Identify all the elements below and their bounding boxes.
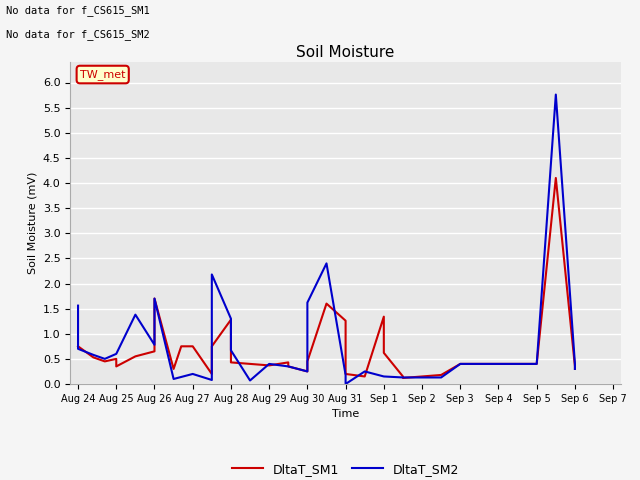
DltaT_SM1	[227, 317, 235, 323]
DltaT_SM2	[380, 373, 388, 379]
Line: DltaT_SM2: DltaT_SM2	[78, 95, 575, 384]
Legend: DltaT_SM1, DltaT_SM2: DltaT_SM1, DltaT_SM2	[227, 457, 465, 480]
DltaT_SM1	[150, 296, 158, 301]
DltaT_SM2	[418, 374, 426, 380]
DltaT_SM1	[208, 371, 216, 377]
DltaT_SM1	[101, 359, 109, 364]
DltaT_SM2	[342, 372, 349, 378]
DltaT_SM2	[74, 303, 82, 309]
DltaT_SM2	[571, 361, 579, 367]
DltaT_SM2	[170, 376, 177, 382]
DltaT_SM2	[533, 361, 541, 367]
DltaT_SM1	[399, 375, 407, 381]
DltaT_SM1	[284, 360, 292, 365]
Line: DltaT_SM1: DltaT_SM1	[78, 178, 575, 378]
DltaT_SM2	[552, 92, 559, 97]
Y-axis label: Soil Moisture (mV): Soil Moisture (mV)	[28, 172, 37, 275]
DltaT_SM2	[342, 381, 349, 387]
DltaT_SM1	[571, 366, 579, 372]
DltaT_SM1	[418, 373, 426, 379]
DltaT_SM2	[437, 374, 445, 380]
DltaT_SM1	[303, 359, 311, 364]
X-axis label: Time: Time	[332, 409, 359, 419]
DltaT_SM1	[74, 343, 82, 349]
Text: No data for f_CS615_SM2: No data for f_CS615_SM2	[6, 29, 150, 40]
DltaT_SM1	[361, 373, 369, 379]
DltaT_SM1	[113, 356, 120, 362]
DltaT_SM2	[101, 356, 109, 362]
DltaT_SM2	[150, 342, 158, 348]
DltaT_SM2	[74, 346, 82, 352]
DltaT_SM1	[399, 373, 407, 379]
DltaT_SM1	[303, 369, 311, 374]
DltaT_SM1	[533, 361, 541, 367]
DltaT_SM1	[150, 348, 158, 354]
DltaT_SM2	[113, 351, 120, 357]
DltaT_SM2	[266, 361, 273, 367]
DltaT_SM1	[284, 363, 292, 369]
DltaT_SM2	[495, 361, 502, 367]
DltaT_SM2	[208, 377, 216, 383]
DltaT_SM1	[476, 361, 483, 367]
DltaT_SM1	[246, 361, 254, 367]
DltaT_SM1	[266, 362, 273, 368]
DltaT_SM1	[342, 371, 349, 377]
DltaT_SM2	[361, 369, 369, 374]
DltaT_SM2	[399, 374, 407, 380]
DltaT_SM1	[208, 343, 216, 349]
DltaT_SM1	[177, 343, 185, 349]
DltaT_SM1	[132, 353, 140, 359]
DltaT_SM2	[323, 261, 330, 266]
DltaT_SM1	[456, 361, 464, 367]
DltaT_SM2	[227, 348, 235, 353]
DltaT_SM2	[571, 366, 579, 372]
DltaT_SM2	[303, 300, 311, 305]
DltaT_SM2	[246, 378, 254, 384]
DltaT_SM1	[227, 360, 235, 365]
DltaT_SM1	[90, 355, 97, 360]
DltaT_SM2	[132, 312, 140, 318]
DltaT_SM2	[284, 363, 292, 369]
DltaT_SM1	[170, 366, 177, 372]
DltaT_SM2	[227, 316, 235, 322]
Text: TW_met: TW_met	[80, 69, 125, 80]
DltaT_SM1	[552, 175, 559, 181]
DltaT_SM1	[342, 318, 349, 324]
DltaT_SM1	[495, 361, 502, 367]
Title: Soil Moisture: Soil Moisture	[296, 45, 395, 60]
DltaT_SM1	[380, 350, 388, 356]
DltaT_SM2	[189, 371, 196, 377]
DltaT_SM1	[380, 314, 388, 320]
DltaT_SM2	[303, 369, 311, 374]
DltaT_SM1	[113, 363, 120, 369]
DltaT_SM2	[90, 352, 97, 358]
DltaT_SM2	[150, 296, 158, 301]
DltaT_SM1	[437, 372, 445, 378]
DltaT_SM1	[571, 363, 579, 369]
DltaT_SM2	[456, 361, 464, 367]
DltaT_SM1	[323, 300, 330, 306]
DltaT_SM2	[208, 272, 216, 277]
DltaT_SM1	[514, 361, 522, 367]
Text: No data for f_CS615_SM1: No data for f_CS615_SM1	[6, 5, 150, 16]
DltaT_SM2	[476, 361, 483, 367]
DltaT_SM1	[189, 343, 196, 349]
DltaT_SM2	[514, 361, 522, 367]
